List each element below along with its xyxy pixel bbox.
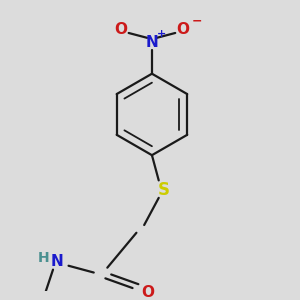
Text: −: − <box>191 15 202 28</box>
Text: H: H <box>38 251 49 265</box>
Text: +: + <box>157 29 166 39</box>
Text: N: N <box>50 254 63 269</box>
Text: S: S <box>158 181 169 199</box>
Text: N: N <box>146 35 158 50</box>
Text: O: O <box>142 285 154 300</box>
Text: O: O <box>176 22 190 37</box>
Text: O: O <box>114 22 128 37</box>
